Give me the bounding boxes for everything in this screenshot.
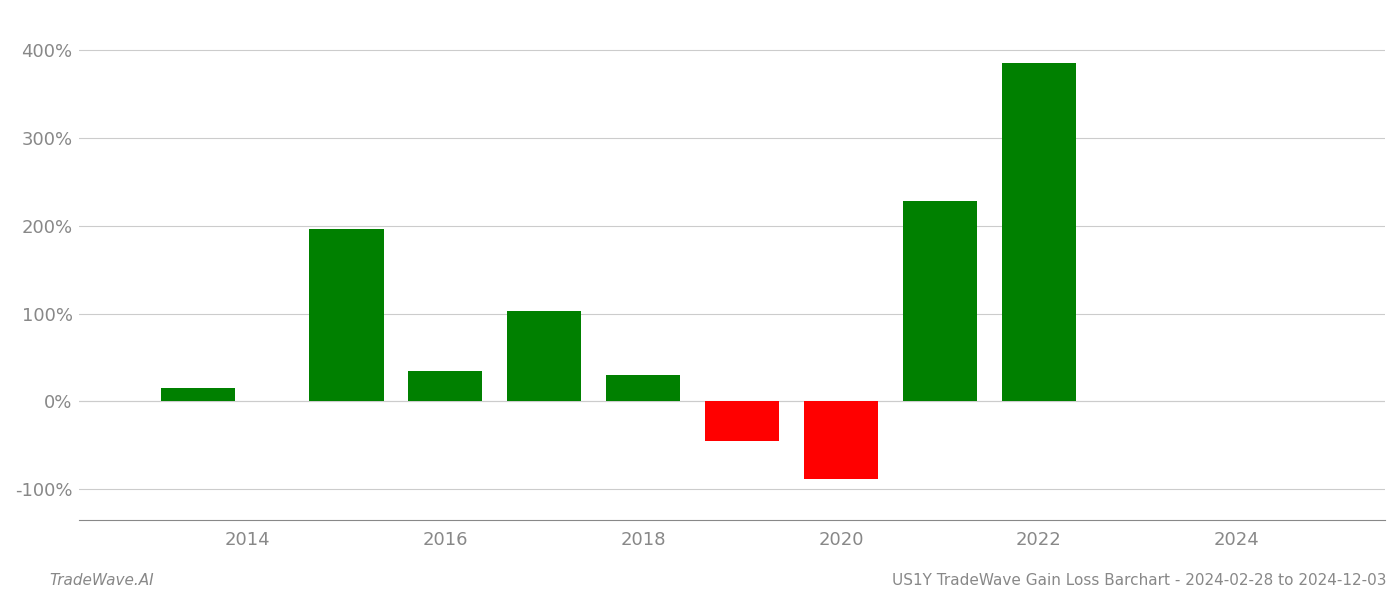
Bar xyxy=(507,311,581,401)
Text: TradeWave.AI: TradeWave.AI xyxy=(49,573,154,588)
Text: US1Y TradeWave Gain Loss Barchart - 2024-02-28 to 2024-12-03: US1Y TradeWave Gain Loss Barchart - 2024… xyxy=(892,573,1386,588)
Bar xyxy=(1002,63,1077,401)
Bar xyxy=(309,229,384,401)
Bar xyxy=(804,401,878,479)
Bar xyxy=(903,201,977,401)
Bar xyxy=(409,371,483,401)
Bar xyxy=(706,401,780,441)
Bar xyxy=(606,375,680,401)
Bar xyxy=(161,388,235,401)
